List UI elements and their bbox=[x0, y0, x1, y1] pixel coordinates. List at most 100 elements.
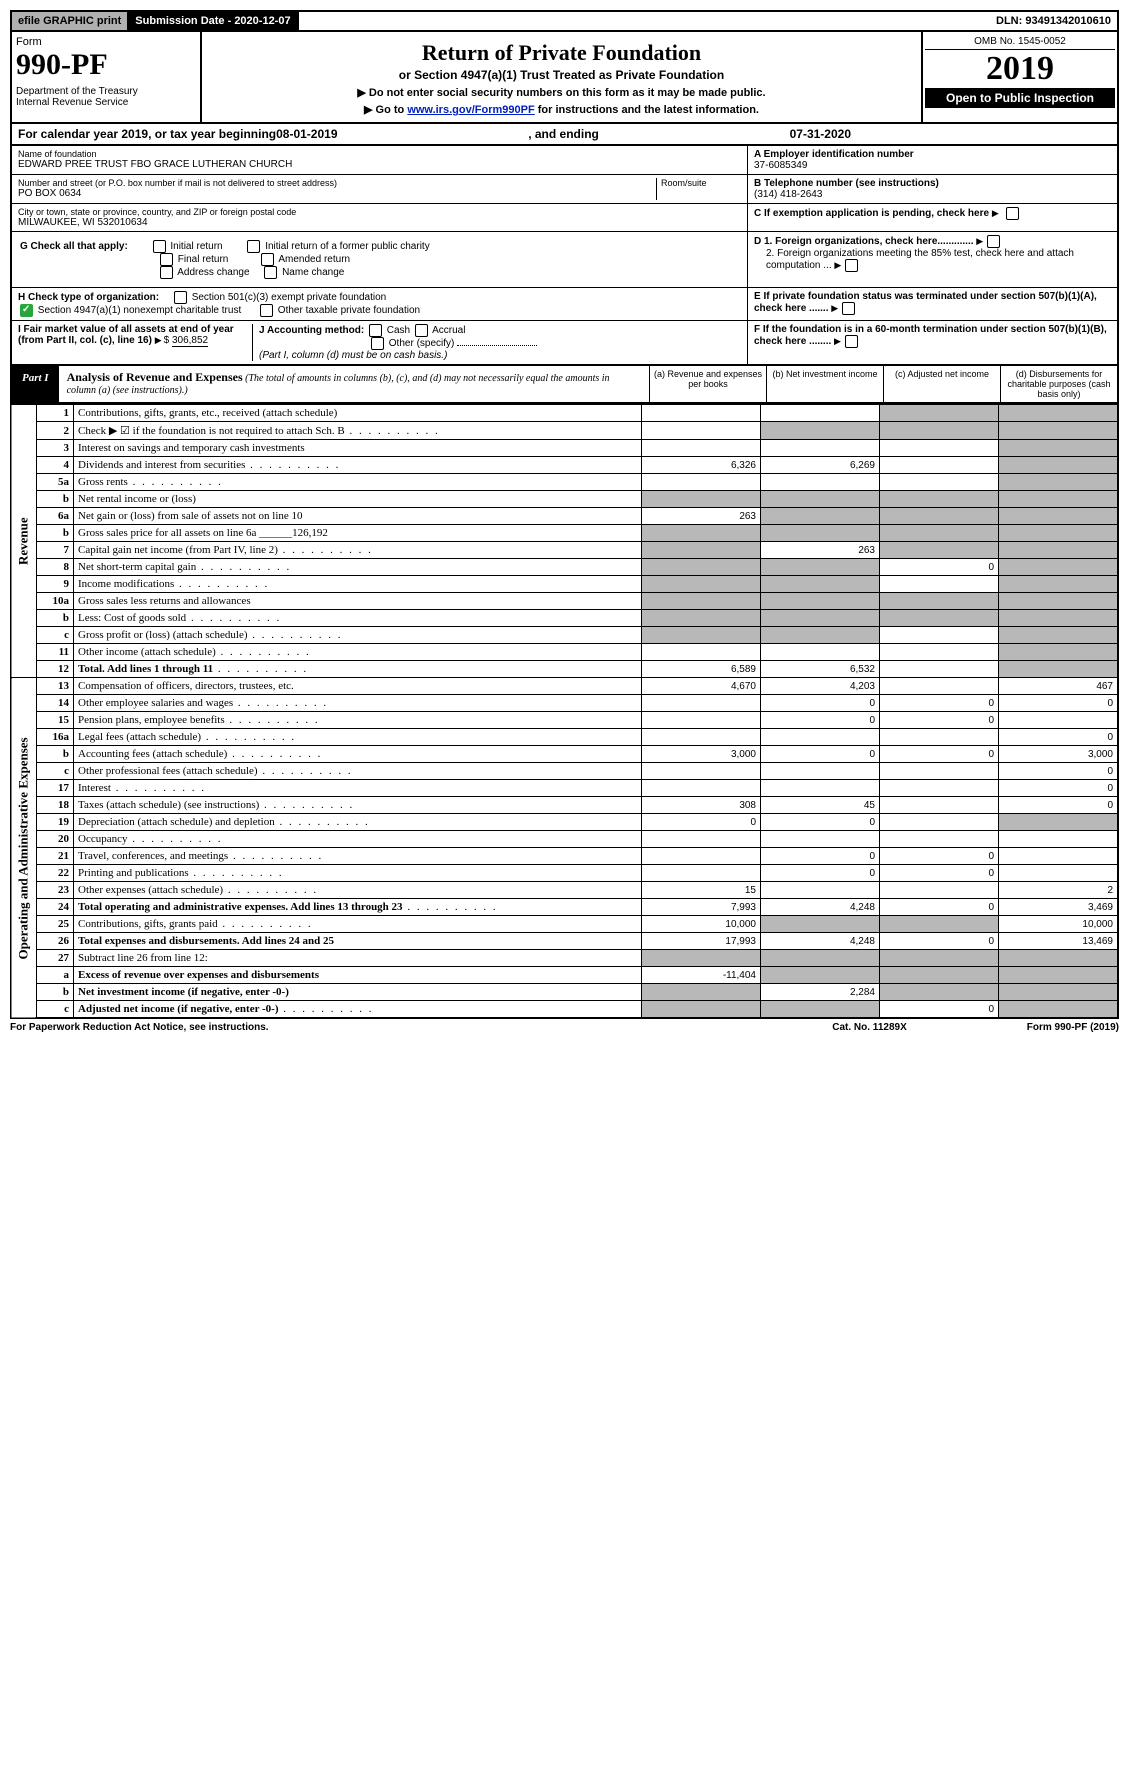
amount-cell: 3,469 bbox=[999, 899, 1119, 916]
amount-cell: 4,670 bbox=[642, 678, 761, 695]
checkbox-c[interactable] bbox=[1006, 207, 1019, 220]
row-description: Net short-term capital gain bbox=[74, 559, 642, 576]
row-number: 13 bbox=[37, 678, 74, 695]
amount-cell bbox=[761, 559, 880, 576]
row-description: Interest on savings and temporary cash i… bbox=[74, 440, 642, 457]
amount-cell bbox=[642, 405, 761, 422]
checkbox-501c3[interactable] bbox=[174, 291, 187, 304]
amount-cell: 0 bbox=[761, 848, 880, 865]
row-description: Taxes (attach schedule) (see instruction… bbox=[74, 797, 642, 814]
row-description: Depreciation (attach schedule) and deple… bbox=[74, 814, 642, 831]
checkbox-amended-return[interactable] bbox=[261, 253, 274, 266]
table-row: 7Capital gain net income (from Part IV, … bbox=[11, 542, 1118, 559]
amount-cell: 0 bbox=[880, 746, 999, 763]
g-o6: Name change bbox=[282, 267, 344, 278]
table-row: 27Subtract line 26 from line 12: bbox=[11, 950, 1118, 967]
amount-cell bbox=[999, 457, 1119, 474]
checkbox-d2[interactable] bbox=[845, 259, 858, 272]
amount-cell bbox=[642, 576, 761, 593]
instructions-link[interactable]: www.irs.gov/Form990PF bbox=[407, 104, 534, 116]
table-row: 19Depreciation (attach schedule) and dep… bbox=[11, 814, 1118, 831]
amount-cell: 0 bbox=[999, 695, 1119, 712]
amount-cell bbox=[880, 763, 999, 780]
amount-cell bbox=[999, 576, 1119, 593]
amount-cell bbox=[880, 405, 999, 422]
row-description: Income modifications bbox=[74, 576, 642, 593]
table-row: 8Net short-term capital gain0 bbox=[11, 559, 1118, 576]
row-description: Gross sales less returns and allowances bbox=[74, 593, 642, 610]
amount-cell bbox=[761, 405, 880, 422]
amount-cell: 0 bbox=[880, 933, 999, 950]
amount-cell bbox=[880, 729, 999, 746]
table-row: 17Interest0 bbox=[11, 780, 1118, 797]
checkbox-d1[interactable] bbox=[987, 235, 1000, 248]
row-number: 12 bbox=[37, 661, 74, 678]
amount-cell bbox=[761, 474, 880, 491]
table-row: 12Total. Add lines 1 through 116,5896,53… bbox=[11, 661, 1118, 678]
amount-cell bbox=[880, 831, 999, 848]
checkbox-initial-public[interactable] bbox=[247, 240, 260, 253]
amount-cell bbox=[880, 593, 999, 610]
cal-prefix: For calendar year 2019, or tax year begi… bbox=[18, 127, 276, 141]
row-description: Total. Add lines 1 through 11 bbox=[74, 661, 642, 678]
g-o5: Address change bbox=[177, 267, 249, 278]
amount-cell bbox=[761, 508, 880, 525]
row-number: 25 bbox=[37, 916, 74, 933]
amount-cell bbox=[642, 780, 761, 797]
amount-cell: 0 bbox=[880, 695, 999, 712]
part1-table: Revenue1Contributions, gifts, grants, et… bbox=[10, 404, 1119, 1019]
amount-cell bbox=[761, 644, 880, 661]
g-o1: Initial return bbox=[170, 241, 222, 252]
table-row: 4Dividends and interest from securities6… bbox=[11, 457, 1118, 474]
form-ref: Form 990-PF (2019) bbox=[1027, 1022, 1119, 1033]
table-row: cGross profit or (loss) (attach schedule… bbox=[11, 627, 1118, 644]
spacer bbox=[299, 12, 990, 30]
amount-cell bbox=[880, 780, 999, 797]
amount-cell bbox=[642, 422, 761, 440]
amount-cell: 0 bbox=[999, 729, 1119, 746]
table-row: 26Total expenses and disbursements. Add … bbox=[11, 933, 1118, 950]
amount-cell bbox=[642, 491, 761, 508]
col-a-header: (a) Revenue and expenses per books bbox=[650, 366, 767, 402]
section-g-cell: G Check all that apply: Initial return I… bbox=[12, 232, 747, 288]
checkbox-address-change[interactable] bbox=[160, 266, 173, 279]
tax-year: 2019 bbox=[925, 50, 1115, 88]
checkbox-initial-return[interactable] bbox=[153, 240, 166, 253]
amount-cell: 0 bbox=[999, 763, 1119, 780]
row-description: Adjusted net income (if negative, enter … bbox=[74, 1001, 642, 1019]
checkbox-4947a1[interactable] bbox=[20, 304, 33, 317]
j-o2: Accrual bbox=[432, 325, 465, 336]
checkbox-other-method[interactable] bbox=[371, 337, 384, 350]
row-number: 15 bbox=[37, 712, 74, 729]
amount-cell: 0 bbox=[999, 780, 1119, 797]
table-row: 22Printing and publications00 bbox=[11, 865, 1118, 882]
row-number: 18 bbox=[37, 797, 74, 814]
amount-cell: 15 bbox=[642, 882, 761, 899]
arrow-icon bbox=[834, 260, 843, 271]
checkbox-other-taxable[interactable] bbox=[260, 304, 273, 317]
row-number: 1 bbox=[37, 405, 74, 422]
checkbox-f[interactable] bbox=[845, 335, 858, 348]
checkbox-final-return[interactable] bbox=[160, 253, 173, 266]
row-description: Other income (attach schedule) bbox=[74, 644, 642, 661]
amount-cell: 0 bbox=[880, 1001, 999, 1019]
checkbox-cash[interactable] bbox=[369, 324, 382, 337]
form-header: Form 990-PF Department of the Treasury I… bbox=[10, 32, 1119, 124]
row-number: b bbox=[37, 746, 74, 763]
amount-cell: 0 bbox=[880, 712, 999, 729]
amount-cell bbox=[642, 950, 761, 967]
table-row: 5aGross rents bbox=[11, 474, 1118, 491]
checkbox-e[interactable] bbox=[842, 302, 855, 315]
row-number: 20 bbox=[37, 831, 74, 848]
amount-cell bbox=[999, 559, 1119, 576]
amount-cell: 7,993 bbox=[642, 899, 761, 916]
amount-cell bbox=[642, 712, 761, 729]
row-number: 2 bbox=[37, 422, 74, 440]
amount-cell bbox=[880, 916, 999, 933]
checkbox-name-change[interactable] bbox=[264, 266, 277, 279]
amount-cell: 17,993 bbox=[642, 933, 761, 950]
checkbox-accrual[interactable] bbox=[415, 324, 428, 337]
row-number: 14 bbox=[37, 695, 74, 712]
efile-print-button[interactable]: efile GRAPHIC print bbox=[12, 12, 129, 30]
amount-cell bbox=[761, 967, 880, 984]
